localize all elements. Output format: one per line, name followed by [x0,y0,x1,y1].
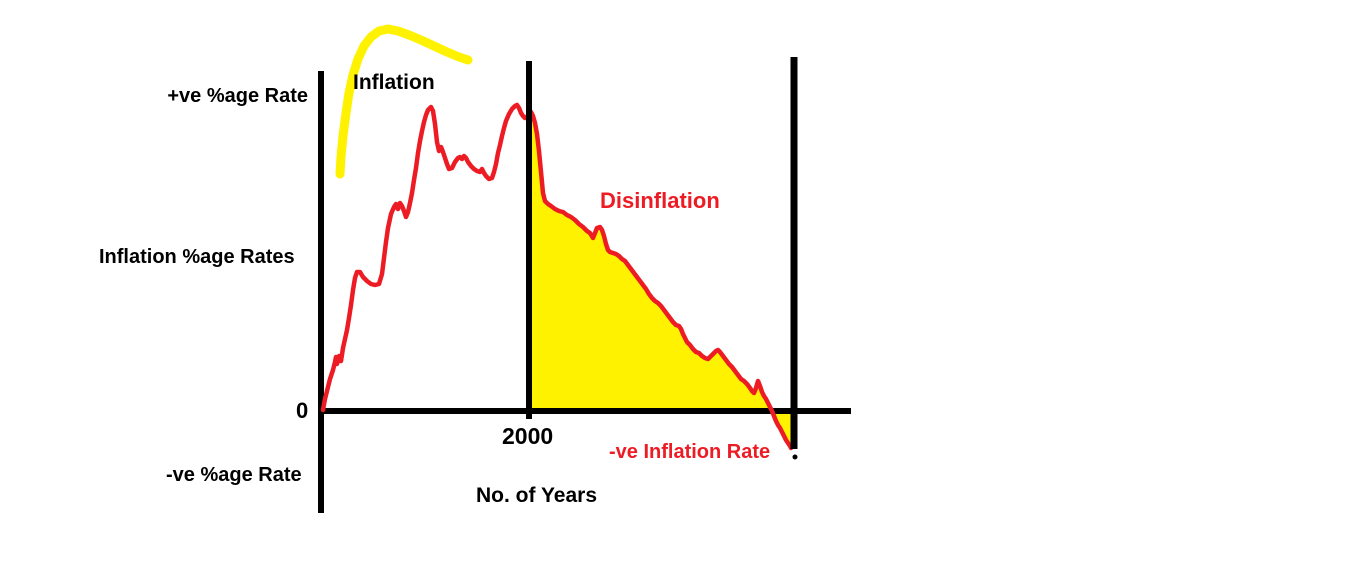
y-axis-title: Inflation %age Rates [99,246,295,268]
origin-zero-label: 0 [296,398,309,423]
inflation-annotation: Inflation [353,71,435,94]
negative-rate-label: -ve %age Rate [166,464,302,486]
inflation-arc [335,24,473,179]
disinflation-area [529,112,792,448]
negative-inflation-annotation: -ve Inflation Rate [609,441,771,463]
inflation-rate-curve [320,102,794,451]
x-tick-2000: 2000 [502,423,554,449]
x-axis-title: No. of Years [476,484,597,507]
positive-rate-label: +ve %age Rate [167,85,308,107]
disinflation-annotation: Disinflation [600,188,720,213]
stray-dot-mark [792,454,798,460]
